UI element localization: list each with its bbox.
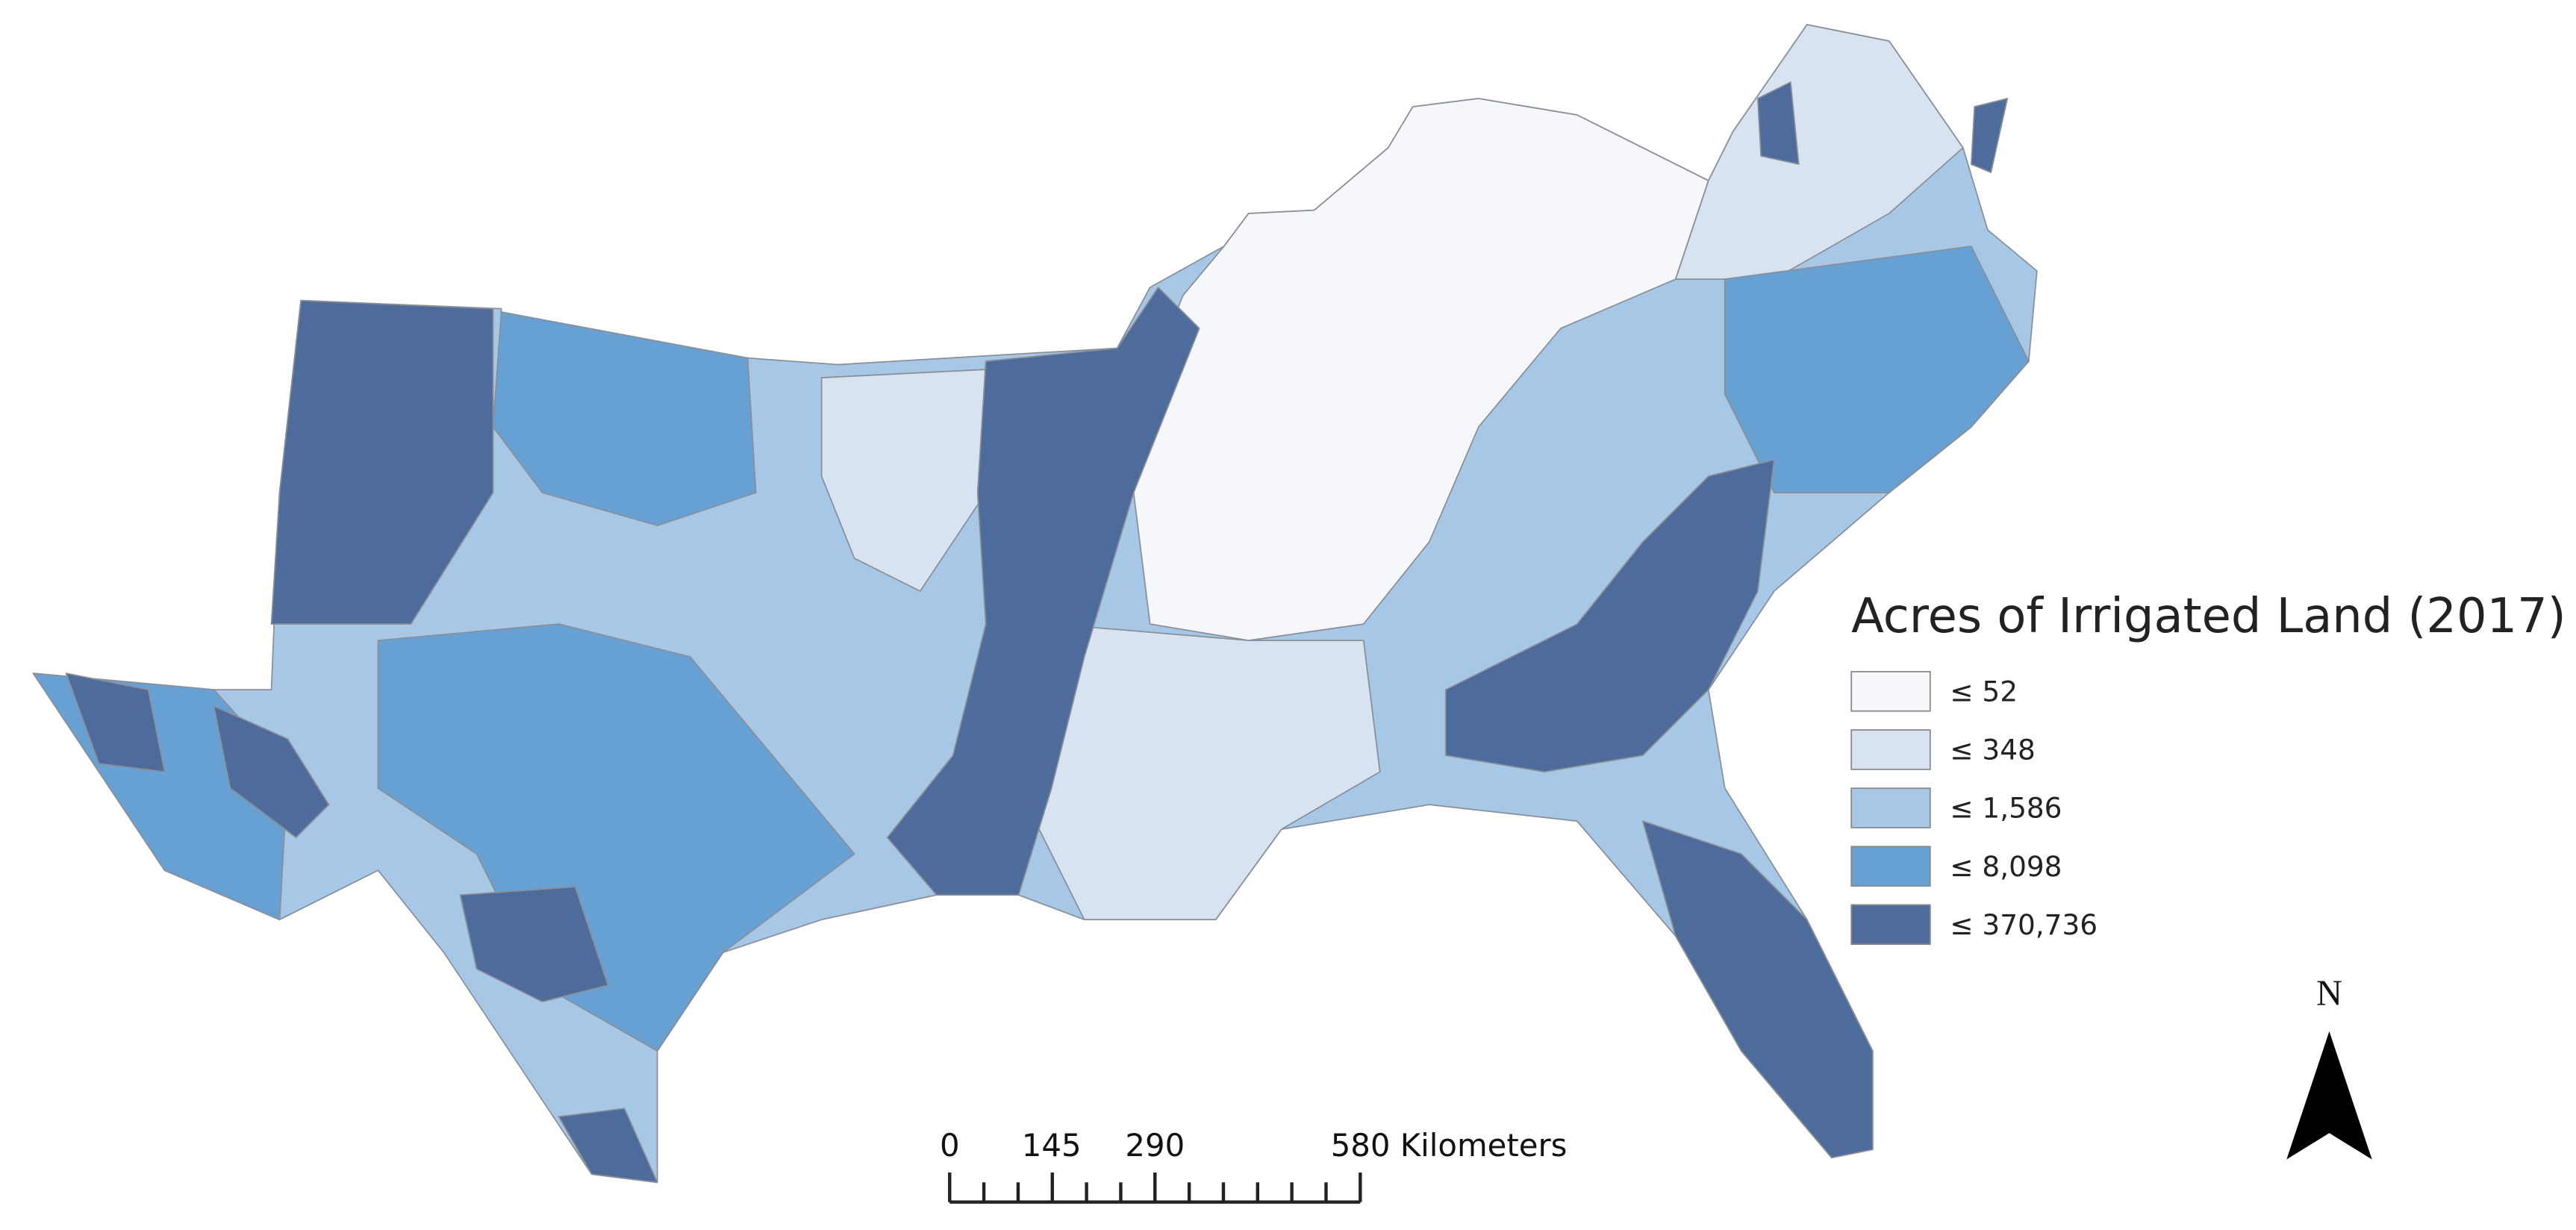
map xyxy=(32,24,2038,1184)
north-arrow-icon xyxy=(2286,1031,2372,1160)
legend-label: ≤ 1,586 xyxy=(1950,792,2062,825)
scale-label: 0 xyxy=(940,1127,960,1164)
region xyxy=(886,287,1200,896)
scale-label: 580 Kilometers xyxy=(1331,1127,1568,1164)
scale-label: 145 xyxy=(1022,1127,1082,1164)
region xyxy=(213,705,330,839)
region xyxy=(1034,623,1381,921)
region xyxy=(65,672,166,773)
region xyxy=(1970,98,2009,173)
legend-swatch xyxy=(1850,904,1931,946)
region xyxy=(1641,820,1874,1159)
legend-swatch xyxy=(1850,787,1931,828)
scale-bar: 0 145 290 580 Kilometers xyxy=(940,1127,1568,1204)
region xyxy=(1724,246,2030,493)
north-label: N xyxy=(2316,974,2342,1014)
legend-swatch xyxy=(1850,729,1931,770)
legend-swatch xyxy=(1850,671,1931,712)
legend-label: ≤ 52 xyxy=(1950,675,2018,708)
region xyxy=(1444,459,1775,773)
region xyxy=(377,623,855,1052)
region xyxy=(1756,81,1800,165)
region xyxy=(270,299,494,625)
legend-title: Acres of Irrigated Land (2017) xyxy=(1851,589,2566,644)
legend-label: ≤ 8,098 xyxy=(1950,850,2062,883)
legend-label: ≤ 370,736 xyxy=(1950,908,2098,941)
legend-label: ≤ 348 xyxy=(1950,734,2036,767)
legend: Acres of Irrigated Land (2017) ≤ 52 ≤ 348… xyxy=(1850,589,2566,946)
legend-swatch xyxy=(1850,846,1931,887)
region xyxy=(1674,24,1964,280)
region xyxy=(459,886,609,1003)
north-arrow: N xyxy=(2286,974,2372,1160)
region xyxy=(558,1108,658,1184)
scale-label: 290 xyxy=(1125,1127,1185,1164)
